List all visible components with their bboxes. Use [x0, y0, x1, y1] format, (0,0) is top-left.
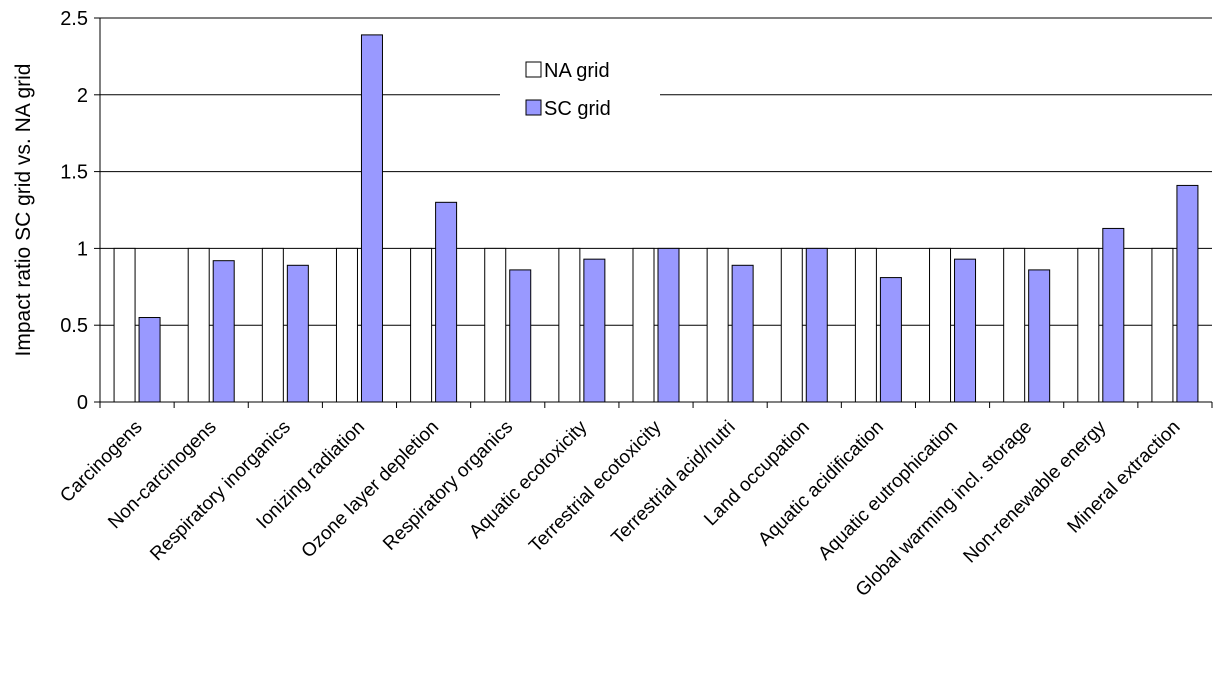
bar-sc-grid — [805, 247, 828, 403]
gridlines — [100, 17, 1212, 326]
category-label: Non-renewable energy — [960, 416, 1111, 567]
legend-swatch — [525, 61, 542, 78]
bar-sc-grid — [954, 258, 977, 403]
bar-sc-grid — [657, 247, 680, 403]
bar-sc-grid — [286, 264, 309, 403]
bar-na-grid — [261, 247, 284, 403]
bar-sc-grid — [360, 34, 383, 403]
bar-sc-grid — [879, 277, 902, 403]
category-label: Ozone layer depletion — [298, 417, 444, 563]
bar-na-grid — [632, 247, 655, 403]
legend-label: SC grid — [544, 98, 611, 120]
y-tick-label: 0 — [77, 392, 88, 414]
bar-na-grid — [484, 247, 507, 403]
y-tick-labels: 0 0.5 1 1.5 2 2.5 — [60, 8, 88, 414]
y-tick-label: 1 — [77, 238, 88, 260]
bar-sc-grid — [1102, 227, 1125, 403]
y-axis-title: Impact ratio SC grid vs. NA grid — [12, 64, 35, 357]
bar-na-grid — [187, 247, 210, 403]
y-tick-label: 2.5 — [60, 8, 88, 30]
bar-sc-grid — [138, 317, 161, 403]
bar-na-grid — [706, 247, 729, 403]
bar-na-grid — [1077, 247, 1100, 403]
category-label: Aquatic acidification — [754, 417, 888, 551]
bar-sc-grid — [583, 258, 606, 403]
bar-sc-grid — [1028, 269, 1051, 403]
bar-na-grid — [1151, 247, 1174, 403]
category-label: Terrestrial acid/nutri — [608, 417, 740, 549]
bar-sc-grid — [435, 201, 458, 403]
bar-na-grid — [558, 247, 581, 403]
bar-sc-grid — [212, 260, 235, 403]
category-label: Aquatic eutrophication — [814, 417, 962, 565]
legend-swatch — [525, 99, 542, 116]
category-label: Respiratory inorganics — [146, 417, 295, 566]
bar-na-grid — [335, 247, 358, 403]
bar-na-grid — [854, 247, 877, 403]
y-tick-label: 2 — [77, 85, 88, 107]
bar-sc-grid — [731, 264, 754, 403]
y-tick-label: 1.5 — [60, 162, 88, 184]
bar-sc-grid — [509, 269, 532, 403]
bar-na-grid — [1003, 247, 1026, 403]
bar-sc-grid — [1176, 184, 1199, 403]
bar-na-grid — [113, 247, 136, 403]
category-label: Terrestrial ecotoxicity — [525, 416, 666, 557]
legend-label: NA grid — [544, 60, 610, 82]
category-label: Respiratory organics — [379, 417, 517, 555]
bar-na-grid — [929, 247, 952, 403]
axes — [94, 17, 1213, 408]
y-tick-label: 0.5 — [60, 315, 88, 337]
bar-na-grid — [780, 247, 803, 403]
bar-na-grid — [410, 247, 433, 403]
legend: NA grid SC grid — [500, 48, 660, 134]
